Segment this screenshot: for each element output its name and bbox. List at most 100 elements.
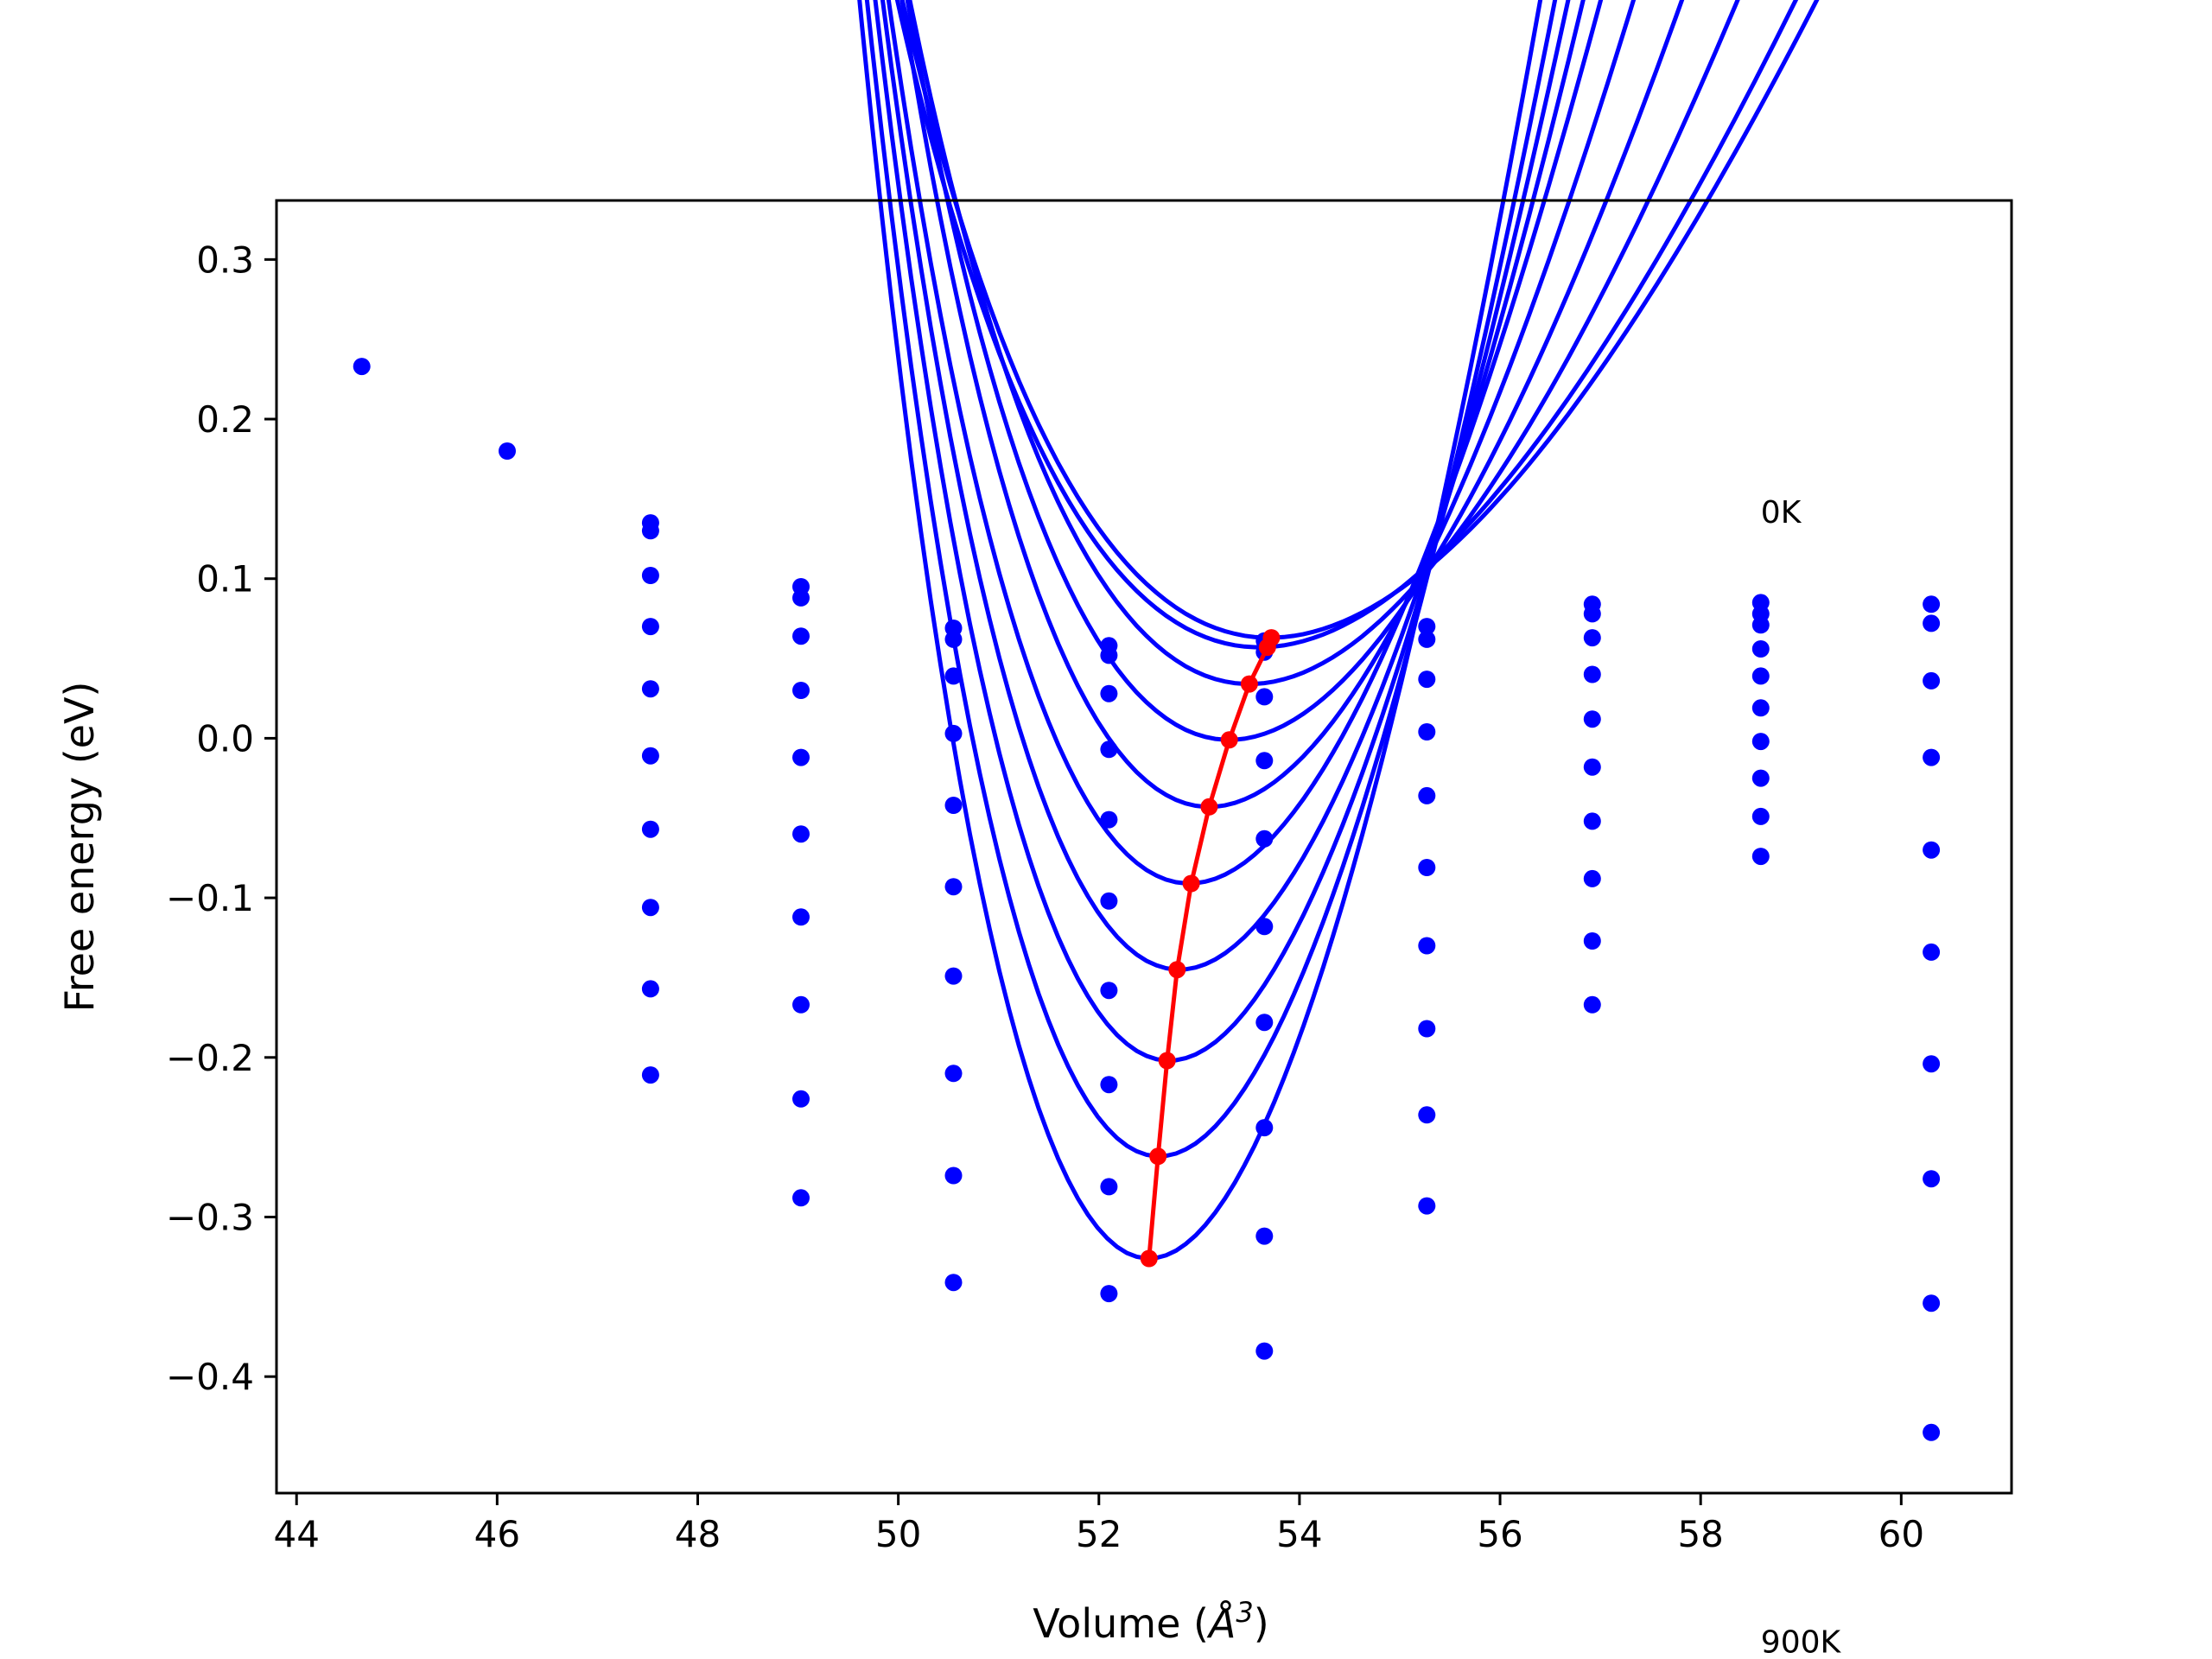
data-point xyxy=(353,358,371,376)
minimum-point xyxy=(1140,1249,1158,1268)
data-point xyxy=(641,820,659,838)
data-point xyxy=(1583,758,1601,776)
data-point xyxy=(1583,605,1601,623)
data-point xyxy=(641,567,659,584)
data-point xyxy=(1583,932,1601,950)
data-point xyxy=(1100,1285,1118,1303)
data-point xyxy=(641,980,659,998)
minimum-point xyxy=(1182,874,1200,893)
minimum-point xyxy=(1240,675,1258,693)
data-point xyxy=(1751,699,1770,717)
plot-area xyxy=(276,200,2012,1493)
data-point xyxy=(641,899,659,917)
data-point xyxy=(1583,665,1601,683)
x-axis-label-main: Volume ( xyxy=(1033,1600,1209,1647)
x-tick-label: 56 xyxy=(1477,1513,1522,1555)
data-point xyxy=(1100,810,1118,829)
data-point xyxy=(1923,841,1941,859)
data-point xyxy=(1100,982,1118,1000)
x-tick-label: 58 xyxy=(1677,1513,1723,1555)
data-point xyxy=(944,878,963,896)
data-point xyxy=(1418,786,1436,804)
data-point xyxy=(1418,630,1436,648)
data-point xyxy=(1255,752,1274,770)
data-point xyxy=(1255,1014,1274,1032)
minimum-point xyxy=(1158,1052,1176,1070)
data-point xyxy=(1923,1055,1941,1073)
data-point xyxy=(792,588,810,607)
data-point xyxy=(944,1166,963,1185)
data-point xyxy=(1751,640,1770,658)
data-point xyxy=(1751,733,1770,751)
data-point xyxy=(1255,1342,1274,1360)
fit-curve-3 xyxy=(905,0,1685,742)
y-tick-label: 0.3 xyxy=(196,238,254,281)
data-point xyxy=(1255,1227,1274,1245)
x-axis-ticks: 44 46 48 50 52 54 56 58 60 xyxy=(273,1493,1924,1555)
fit-curve-1 xyxy=(894,0,1799,650)
fit-curve-2 xyxy=(907,0,1740,686)
data-point xyxy=(1100,741,1118,759)
data-point xyxy=(944,630,963,648)
y-tick-label: −0.2 xyxy=(166,1037,254,1079)
data-point xyxy=(1751,848,1770,866)
data-point xyxy=(1100,1178,1118,1196)
data-point xyxy=(1418,1020,1436,1038)
data-point xyxy=(792,995,810,1014)
data-point xyxy=(1923,614,1941,632)
data-point xyxy=(1751,667,1770,685)
data-point xyxy=(792,908,810,926)
x-axis-label-unit: Å xyxy=(1206,1600,1236,1647)
data-point xyxy=(1923,1170,1941,1188)
data-point xyxy=(944,667,963,685)
data-point xyxy=(1100,892,1118,910)
data-point xyxy=(1923,1423,1941,1441)
y-tick-label: 0.1 xyxy=(196,558,254,601)
minimum-line xyxy=(1147,637,1274,1259)
data-point xyxy=(1923,671,1941,690)
data-point xyxy=(1255,1119,1274,1137)
data-point xyxy=(1418,1197,1436,1215)
data-point xyxy=(1583,629,1601,647)
data-point xyxy=(1583,995,1601,1014)
minimum-point xyxy=(1258,639,1276,657)
x-tick-label: 44 xyxy=(273,1513,319,1555)
data-point xyxy=(1583,812,1601,830)
data-point xyxy=(641,747,659,765)
fit-curve-6 xyxy=(880,0,1586,972)
plot-frame xyxy=(275,199,2013,1495)
x-tick-label: 54 xyxy=(1276,1513,1322,1555)
data-point xyxy=(641,1066,659,1084)
data-point xyxy=(1100,646,1118,664)
data-point xyxy=(792,1189,810,1207)
x-axis-label-exponent: 3 xyxy=(1236,1596,1253,1629)
data-point xyxy=(1751,769,1770,787)
data-point xyxy=(1418,937,1436,955)
minimum-point xyxy=(1149,1147,1167,1166)
data-point xyxy=(1255,830,1274,848)
data-point xyxy=(1100,1076,1118,1094)
data-point xyxy=(944,724,963,742)
data-point xyxy=(1418,618,1436,636)
fit-curve-8 xyxy=(864,0,1558,1159)
data-point xyxy=(944,797,963,814)
data-point xyxy=(1923,595,1941,613)
data-point xyxy=(1418,1106,1436,1124)
x-axis-label-close: ) xyxy=(1254,1600,1269,1647)
y-tick-label: −0.4 xyxy=(166,1356,254,1398)
data-point xyxy=(792,825,810,843)
data-point xyxy=(1583,869,1601,887)
temperature-annotation: 0K xyxy=(1761,495,1802,531)
x-tick-label: 48 xyxy=(675,1513,721,1555)
data-point xyxy=(499,442,516,460)
data-point xyxy=(1255,688,1274,706)
y-axis-ticks: 0.3 0.2 0.1 0.0 −0.1 −0.2 −0.3 −0.4 xyxy=(166,238,276,1398)
data-point xyxy=(944,967,963,985)
data-point xyxy=(641,618,659,636)
data-point xyxy=(1418,723,1436,741)
data-point xyxy=(1418,859,1436,876)
data-point xyxy=(792,748,810,766)
y-axis-label: Free energy (eV) xyxy=(56,682,103,1013)
y-tick-label: 0.0 xyxy=(196,717,254,760)
